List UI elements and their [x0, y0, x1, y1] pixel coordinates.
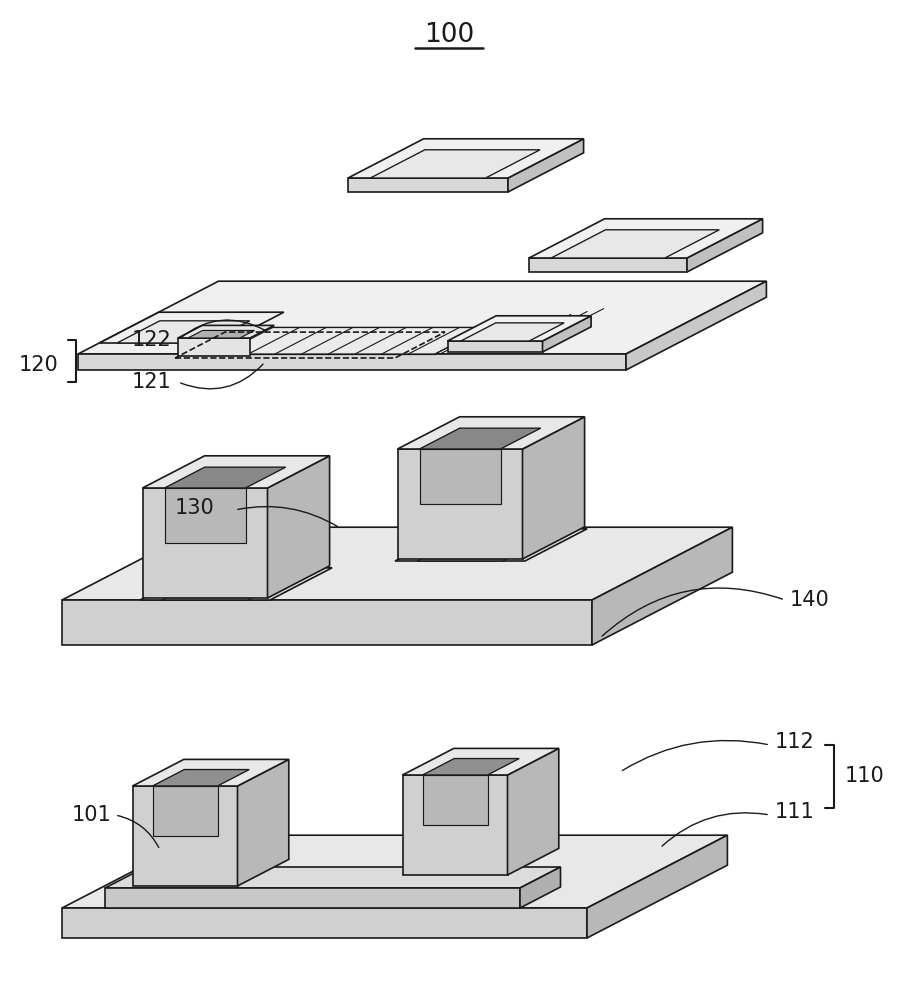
Polygon shape	[132, 786, 237, 886]
Polygon shape	[62, 527, 733, 600]
Polygon shape	[520, 867, 560, 908]
Polygon shape	[162, 579, 289, 600]
Polygon shape	[105, 888, 520, 908]
Polygon shape	[397, 449, 522, 559]
Text: 122: 122	[132, 330, 172, 350]
Text: 120: 120	[18, 355, 58, 375]
Polygon shape	[268, 456, 330, 598]
Text: 100: 100	[423, 22, 474, 48]
Polygon shape	[188, 330, 254, 338]
Polygon shape	[348, 139, 583, 178]
Polygon shape	[423, 775, 487, 825]
Polygon shape	[140, 568, 332, 600]
Polygon shape	[592, 527, 733, 645]
Polygon shape	[78, 354, 626, 370]
Polygon shape	[448, 341, 542, 352]
Polygon shape	[178, 338, 250, 356]
Polygon shape	[522, 417, 584, 559]
Polygon shape	[417, 540, 544, 561]
Polygon shape	[143, 488, 268, 598]
Polygon shape	[397, 417, 584, 449]
Polygon shape	[178, 325, 274, 338]
Polygon shape	[153, 770, 249, 786]
Polygon shape	[100, 343, 225, 355]
Polygon shape	[165, 467, 286, 488]
Polygon shape	[542, 316, 592, 352]
Polygon shape	[403, 775, 508, 875]
Polygon shape	[508, 748, 559, 875]
Polygon shape	[423, 759, 520, 775]
Polygon shape	[420, 449, 501, 504]
Polygon shape	[529, 258, 687, 272]
Polygon shape	[143, 456, 330, 488]
Polygon shape	[105, 867, 560, 888]
Polygon shape	[153, 786, 218, 836]
Polygon shape	[237, 759, 289, 886]
Polygon shape	[403, 748, 559, 775]
Polygon shape	[448, 316, 592, 341]
Text: 111: 111	[775, 802, 814, 822]
Polygon shape	[62, 600, 592, 645]
Polygon shape	[508, 139, 583, 192]
Text: 130: 130	[175, 498, 215, 518]
Polygon shape	[132, 759, 289, 786]
Text: 110: 110	[845, 766, 885, 786]
Polygon shape	[100, 312, 284, 343]
Polygon shape	[78, 281, 767, 354]
Text: 112: 112	[775, 732, 814, 752]
Polygon shape	[587, 835, 727, 938]
Polygon shape	[687, 219, 762, 272]
Polygon shape	[420, 428, 540, 449]
Polygon shape	[62, 908, 587, 938]
Text: 140: 140	[790, 590, 830, 610]
Polygon shape	[529, 219, 762, 258]
Text: 101: 101	[72, 805, 111, 825]
Polygon shape	[348, 178, 508, 192]
Polygon shape	[225, 312, 284, 355]
Polygon shape	[395, 529, 587, 561]
Polygon shape	[165, 488, 245, 543]
Text: 121: 121	[132, 372, 172, 392]
Polygon shape	[62, 835, 727, 908]
Polygon shape	[551, 230, 719, 258]
Polygon shape	[195, 327, 486, 354]
Polygon shape	[370, 150, 540, 178]
Polygon shape	[117, 321, 250, 343]
Polygon shape	[461, 323, 565, 341]
Polygon shape	[626, 281, 767, 370]
